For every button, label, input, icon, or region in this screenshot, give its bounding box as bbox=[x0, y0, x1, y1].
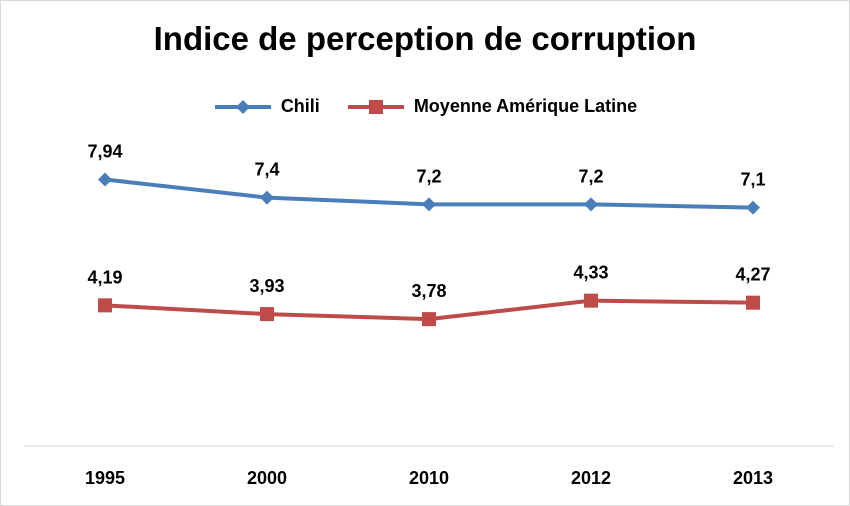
data-label: 7,94 bbox=[87, 141, 122, 161]
x-tick-label: 2010 bbox=[409, 468, 449, 488]
data-label: 3,78 bbox=[411, 281, 446, 301]
x-tick-label: 2000 bbox=[247, 468, 287, 488]
data-point-marker bbox=[260, 190, 274, 205]
data-label: 3,93 bbox=[249, 276, 284, 296]
data-point-marker bbox=[746, 295, 760, 310]
data-label: 7,2 bbox=[578, 166, 603, 186]
x-tick-label: 1995 bbox=[85, 468, 125, 488]
data-point-marker bbox=[422, 197, 436, 212]
data-label: 7,4 bbox=[254, 160, 279, 180]
data-point-marker bbox=[260, 307, 274, 322]
legend-swatch-chili bbox=[214, 99, 271, 114]
legend-swatch-moyenne bbox=[347, 99, 404, 114]
legend-entry-chili: Chili bbox=[213, 96, 320, 117]
data-label: 4,19 bbox=[87, 267, 122, 287]
data-point-marker bbox=[746, 200, 760, 215]
x-tick-label: 2013 bbox=[733, 468, 773, 488]
data-label: 7,1 bbox=[740, 170, 765, 190]
legend-label-chili: Chili bbox=[280, 96, 320, 116]
data-point-marker bbox=[584, 293, 598, 308]
data-point-marker bbox=[98, 298, 112, 313]
chart-title: Indice de perception de corruption bbox=[153, 20, 697, 57]
data-point-marker bbox=[422, 312, 436, 327]
x-tick-label: 2012 bbox=[571, 468, 611, 488]
legend-label-moyenne: Moyenne Amérique Latine bbox=[413, 96, 638, 116]
data-label: 4,33 bbox=[573, 263, 608, 283]
data-point-marker bbox=[584, 197, 598, 212]
data-label: 4,27 bbox=[735, 265, 770, 285]
legend-entry-moyenne: Moyenne Amérique Latine bbox=[346, 96, 637, 117]
data-label: 7,2 bbox=[416, 166, 441, 186]
legend: Chili Moyenne Amérique Latine bbox=[0, 96, 850, 117]
data-point-marker bbox=[98, 172, 112, 187]
